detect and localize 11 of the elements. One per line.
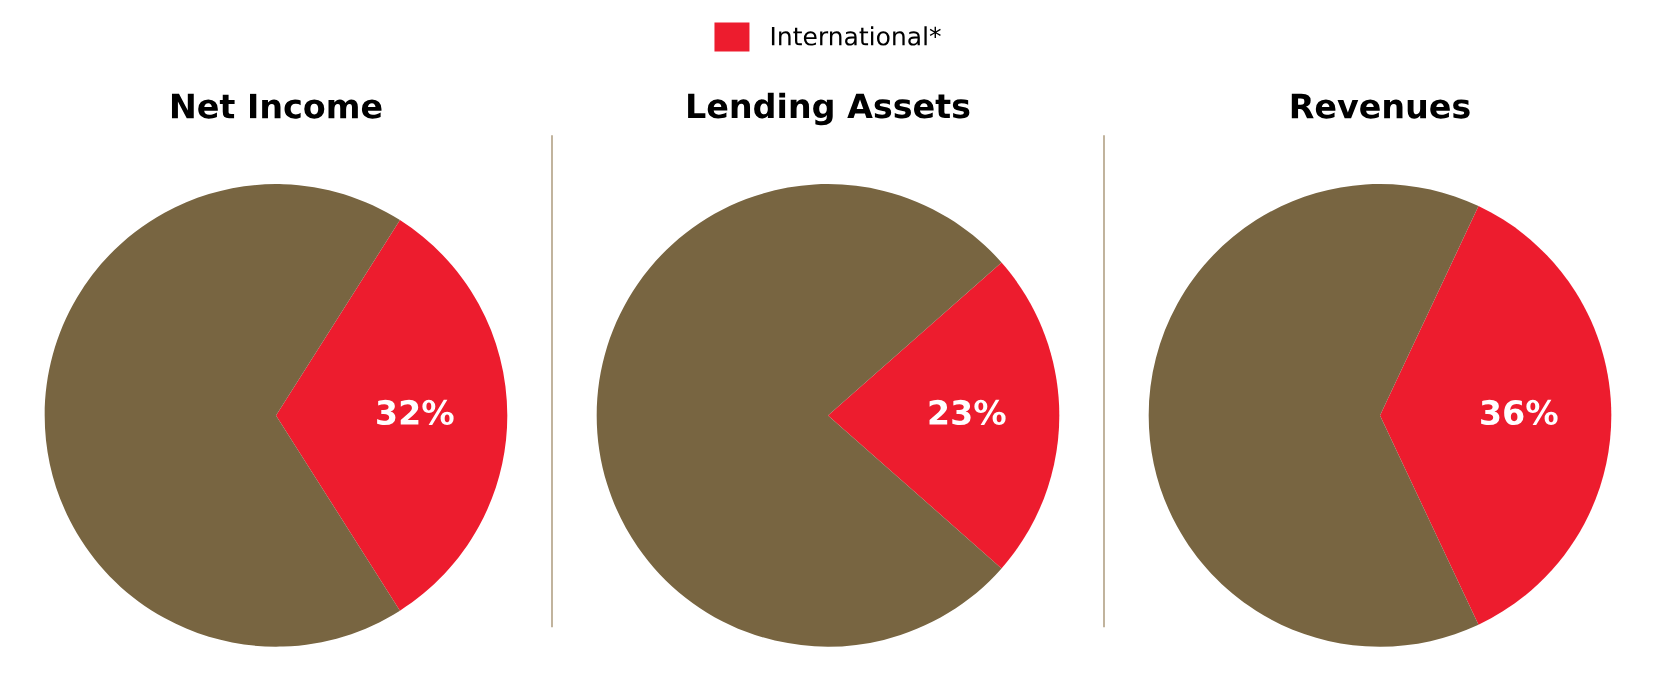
- data-label: 23%: [929, 399, 1006, 426]
- pie-slice: [1148, 184, 1479, 647]
- legend-label: International*: [771, 26, 941, 46]
- text: Net Income: [171, 93, 382, 119]
- chart-title: Lending Assets: [688, 92, 970, 126]
- data-label: 36%: [1481, 399, 1558, 426]
- pie-slice: [828, 262, 1060, 569]
- pie-slice: [276, 220, 508, 611]
- data-label: 32%: [377, 399, 454, 426]
- chart-title: Revenues: [1291, 93, 1470, 119]
- pie-slice: [1380, 206, 1612, 625]
